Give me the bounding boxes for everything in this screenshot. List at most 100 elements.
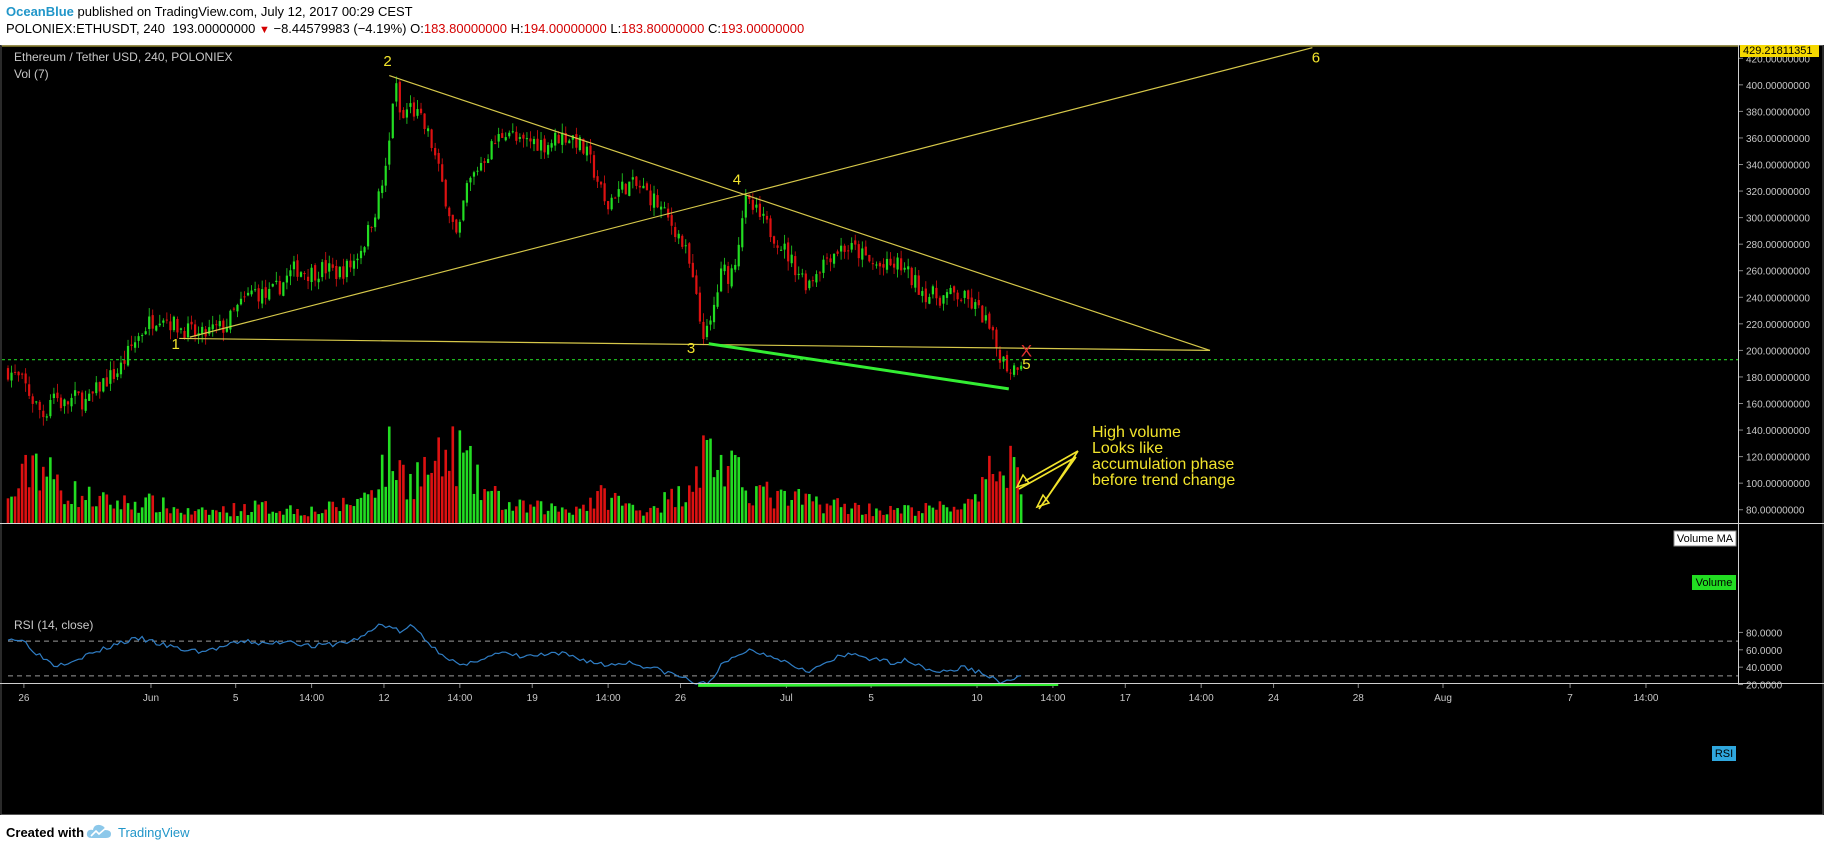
candle-body xyxy=(6,368,10,380)
candle-body xyxy=(359,250,363,259)
candle-body xyxy=(984,315,987,321)
candle-body xyxy=(649,190,652,206)
volume-bar xyxy=(66,500,70,523)
candle-body xyxy=(737,244,740,267)
candle-body xyxy=(317,278,320,283)
price-tick-label: 380.00000000 xyxy=(1746,107,1810,118)
last-price: 193.00000000 xyxy=(172,21,256,36)
candle-body xyxy=(734,264,737,270)
candle-body xyxy=(158,323,161,326)
volume-bar xyxy=(860,514,864,523)
volume-bar xyxy=(34,453,38,523)
volume-bar xyxy=(190,514,193,523)
candle-body xyxy=(758,203,762,217)
candle-body xyxy=(335,265,338,279)
volume-bar xyxy=(532,506,536,523)
candle-body xyxy=(377,191,380,219)
candle-body xyxy=(727,266,730,284)
volume-bar xyxy=(857,504,861,523)
volume-bar xyxy=(490,490,493,523)
wave-label-4: 4 xyxy=(733,171,741,188)
candle-body xyxy=(299,272,303,277)
candle-body xyxy=(642,185,645,189)
volume-bar xyxy=(497,490,500,523)
candle-body xyxy=(116,373,119,377)
candle-body xyxy=(10,372,13,381)
volume-bar xyxy=(698,487,702,523)
candle-body xyxy=(663,207,666,209)
volume-bar xyxy=(239,511,243,523)
candle-body xyxy=(868,254,871,262)
volume-bar xyxy=(483,489,486,523)
volume-bar xyxy=(656,507,659,523)
volume-bar xyxy=(218,512,222,523)
volume-bar xyxy=(546,510,550,523)
candle-body xyxy=(991,327,995,331)
candle-body xyxy=(638,185,641,188)
candle-body xyxy=(73,390,77,396)
volume-bar xyxy=(737,457,741,523)
candle-body xyxy=(684,245,687,247)
price-tick-label: 80.00000000 xyxy=(1746,506,1805,517)
candle-body xyxy=(211,324,214,330)
volume-bar xyxy=(910,507,914,523)
candle-body xyxy=(645,183,649,191)
candle-body xyxy=(995,329,998,348)
volume-bar xyxy=(938,501,942,523)
volume-bar xyxy=(808,494,811,523)
volume-bar xyxy=(942,504,945,523)
candle-body xyxy=(119,362,123,375)
candle-body xyxy=(811,280,814,282)
author-link[interactable]: OceanBlue xyxy=(6,4,74,19)
candle-body xyxy=(345,260,348,278)
candle-body xyxy=(264,287,267,298)
candle-body xyxy=(779,249,783,251)
candle-body xyxy=(910,267,913,286)
volume-bar xyxy=(850,508,854,523)
candle-body xyxy=(70,397,73,407)
volume-bar xyxy=(211,509,215,523)
volume-bar xyxy=(822,513,825,523)
candle-body xyxy=(109,370,112,384)
candle-body xyxy=(522,134,525,139)
chart-area[interactable]: 80.00000000100.00000000120.00000000140.0… xyxy=(0,45,1824,815)
volume-bar xyxy=(320,513,324,523)
volume-bar xyxy=(949,511,952,523)
candle-body xyxy=(536,138,539,151)
candle-body xyxy=(179,328,183,330)
candle-body xyxy=(321,262,324,278)
publish-text: published on TradingView.com, July 12, 2… xyxy=(77,4,413,19)
candle-body xyxy=(900,258,903,271)
wave-label-1: 1 xyxy=(172,336,180,353)
volume-bar xyxy=(476,464,479,523)
candle-body xyxy=(822,259,825,273)
wave-label-5: 5 xyxy=(1022,356,1030,373)
candle-body xyxy=(246,292,250,296)
volume-bar xyxy=(1005,487,1009,523)
volume-bar xyxy=(486,491,490,523)
rsi-divergence-line xyxy=(698,683,1059,687)
volume-bar xyxy=(758,485,762,523)
candle-body xyxy=(751,199,754,210)
volume-bar xyxy=(642,515,645,523)
time-tick-label: Jun xyxy=(143,693,159,704)
candle-body xyxy=(292,261,296,270)
volume-bar xyxy=(991,473,995,523)
volume-bar xyxy=(624,503,628,523)
volume-bar xyxy=(109,504,112,523)
candle-body xyxy=(762,213,765,216)
time-tick-label: 19 xyxy=(527,693,539,704)
price-tick-label: 180.00000000 xyxy=(1746,373,1810,384)
price-tick-label: 160.00000000 xyxy=(1746,400,1810,411)
volume-bar xyxy=(179,512,183,523)
tradingview-link[interactable]: TradingView xyxy=(118,825,190,840)
annotations: 1 2 3 4 5 6 X xyxy=(172,49,1320,510)
candle-body xyxy=(250,290,253,295)
volume-bar xyxy=(73,481,77,523)
candle-body xyxy=(412,102,416,117)
candle-body xyxy=(1012,365,1016,375)
candle-body xyxy=(631,177,634,180)
volume-bar xyxy=(462,452,465,523)
tradingview-cloud-icon[interactable] xyxy=(86,823,112,839)
open-value: 183.80000000 xyxy=(423,21,507,36)
